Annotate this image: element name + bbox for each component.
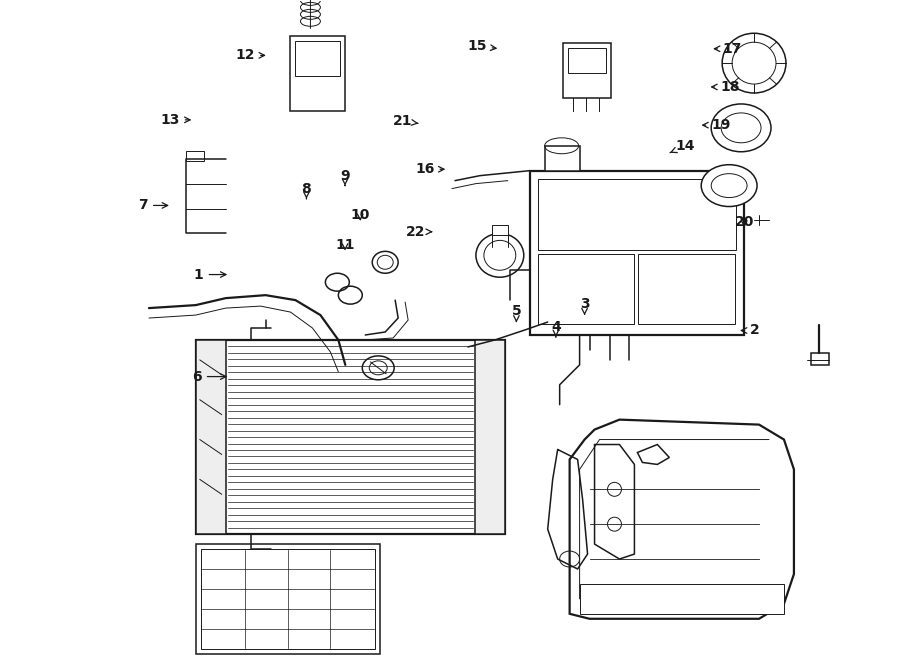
Text: 22: 22: [406, 225, 432, 239]
Bar: [537, 178, 736, 251]
Bar: [492, 225, 508, 235]
Text: 21: 21: [392, 114, 418, 128]
Bar: [562, 43, 610, 98]
Text: 6: 6: [193, 369, 226, 383]
Bar: [475, 340, 505, 534]
Text: 18: 18: [712, 80, 740, 94]
Bar: [291, 36, 346, 111]
Text: 13: 13: [160, 113, 190, 127]
Ellipse shape: [711, 104, 771, 152]
Ellipse shape: [476, 233, 524, 277]
Text: 10: 10: [351, 208, 370, 222]
Text: 7: 7: [139, 198, 167, 212]
Bar: [568, 48, 606, 73]
Bar: [185, 151, 203, 161]
Text: 15: 15: [467, 39, 496, 53]
Bar: [196, 340, 226, 534]
Text: 2: 2: [742, 323, 760, 338]
Bar: [580, 584, 784, 614]
Text: 5: 5: [511, 304, 521, 321]
Polygon shape: [570, 420, 794, 619]
Bar: [530, 171, 744, 335]
Ellipse shape: [722, 33, 786, 93]
Text: 12: 12: [236, 48, 265, 62]
Text: 16: 16: [415, 162, 444, 176]
Text: 8: 8: [302, 182, 311, 199]
Text: 11: 11: [336, 238, 355, 252]
Text: 9: 9: [340, 169, 350, 186]
Bar: [537, 254, 634, 324]
Ellipse shape: [701, 165, 757, 206]
Bar: [811, 353, 829, 365]
Text: 1: 1: [194, 268, 226, 282]
Bar: [196, 340, 505, 534]
Text: 14: 14: [670, 139, 695, 153]
Text: 3: 3: [580, 297, 590, 314]
Bar: [544, 146, 580, 171]
Text: 19: 19: [703, 118, 731, 132]
Bar: [201, 549, 375, 648]
Text: 17: 17: [715, 42, 742, 56]
Bar: [295, 41, 340, 76]
Bar: [638, 254, 735, 324]
Polygon shape: [637, 444, 670, 465]
Text: 4: 4: [551, 320, 561, 337]
Bar: [196, 544, 380, 654]
Text: 20: 20: [734, 215, 754, 229]
